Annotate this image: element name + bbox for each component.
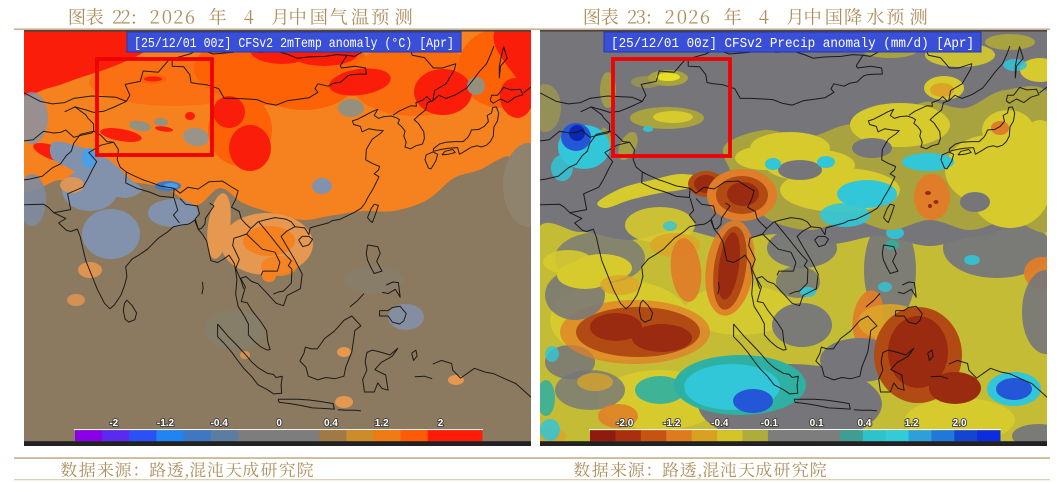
svg-text:-0.1: -0.1 [761,418,779,429]
svg-text:0.4: 0.4 [324,418,338,429]
svg-text:-1.2: -1.2 [663,418,681,429]
svg-text:[25/12/01 00z] CFSv2 2mTemp an: [25/12/01 00z] CFSv2 2mTemp anomaly (°C)… [134,36,454,52]
svg-text:2.0: 2.0 [953,418,967,429]
svg-text:[25/12/01 00z] CFSv2 Precip an: [25/12/01 00z] CFSv2 Precip anomaly (mm/… [611,36,974,52]
svg-text:-0.4: -0.4 [211,418,229,429]
svg-text:-1.2: -1.2 [157,418,175,429]
svg-text:-2.0: -2.0 [616,418,634,429]
svg-text:-0.4: -0.4 [711,418,729,429]
svg-text:0.4: 0.4 [858,418,872,429]
svg-text:2: 2 [438,418,444,429]
svg-text:-2: -2 [109,418,118,429]
svg-text:0: 0 [276,418,282,429]
svg-text:1.2: 1.2 [905,418,919,429]
svg-text:1.2: 1.2 [375,418,389,429]
svg-text:0.1: 0.1 [810,418,824,429]
